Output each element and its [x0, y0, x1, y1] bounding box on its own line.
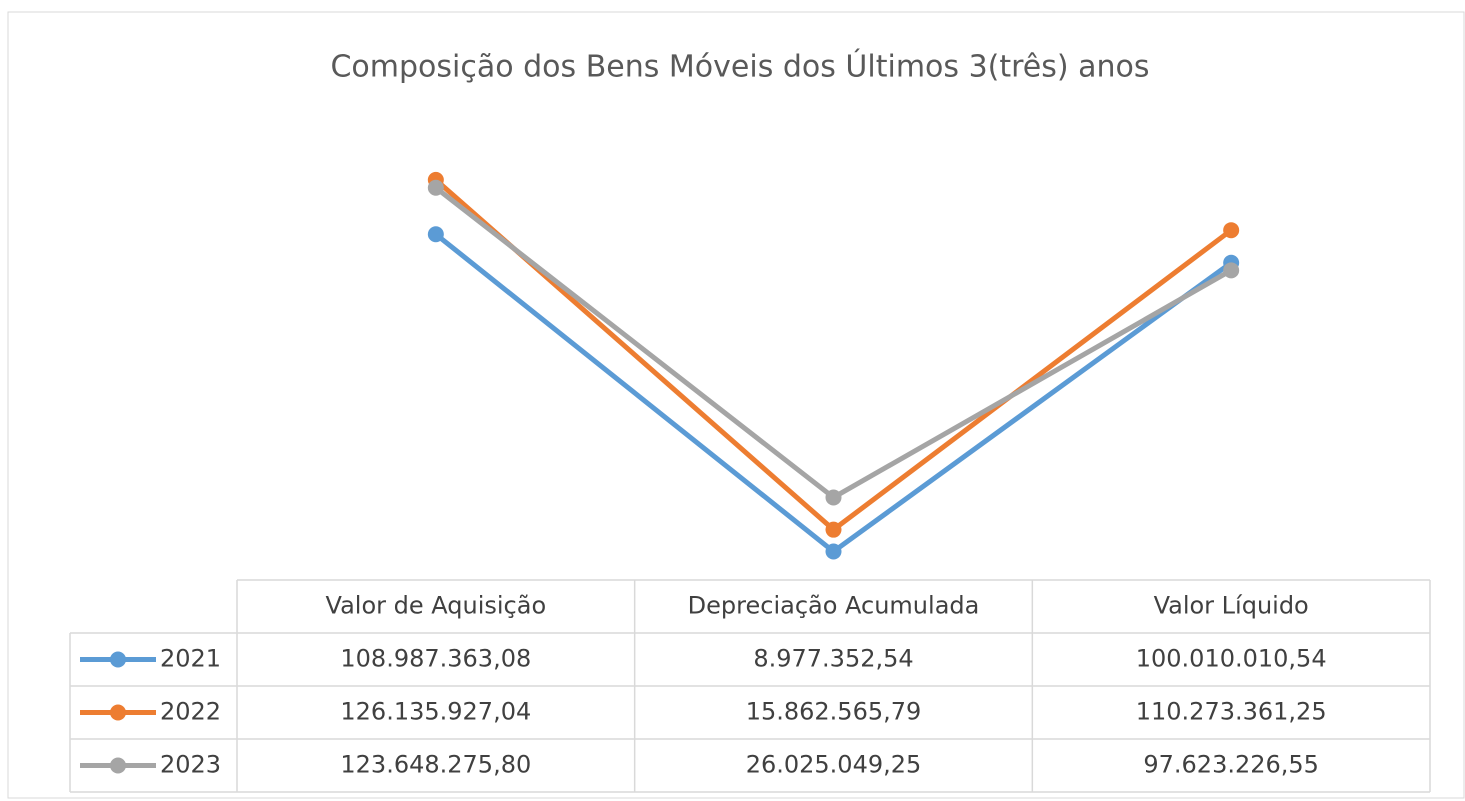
value-label: 108.987.363,08 [340, 645, 531, 673]
category-label: Valor de Aquisição [326, 592, 547, 620]
value-label: 26.025.049,25 [746, 751, 922, 779]
series-marker [825, 521, 842, 538]
series-marker [427, 226, 444, 243]
value-label: 126.135.927,04 [340, 698, 531, 726]
value-label: 100.010.010,54 [1136, 645, 1327, 673]
chart-area [7, 11, 1465, 799]
legend-label: 2022 [160, 698, 221, 726]
legend-key [110, 704, 126, 721]
series-marker [427, 179, 444, 196]
legend-key [110, 757, 126, 774]
value-label: 110.273.361,25 [1136, 698, 1327, 726]
series-marker [825, 543, 842, 560]
chart-title: Composição dos Bens Móveis dos Últimos 3… [330, 48, 1149, 85]
legend-label: 2021 [160, 645, 221, 673]
value-label: 15.862.565,79 [746, 698, 922, 726]
series-marker [1223, 262, 1240, 279]
legend-label: 2023 [160, 751, 221, 779]
category-label: Depreciação Acumulada [688, 592, 980, 620]
category-label: Valor Líquido [1154, 592, 1309, 620]
value-label: 123.648.275,80 [340, 751, 531, 779]
value-label: 97.623.226,55 [1143, 751, 1319, 779]
value-label: 8.977.352,54 [753, 645, 913, 673]
series-marker [1223, 222, 1240, 239]
legend-key [110, 651, 126, 668]
series-marker [825, 489, 842, 506]
